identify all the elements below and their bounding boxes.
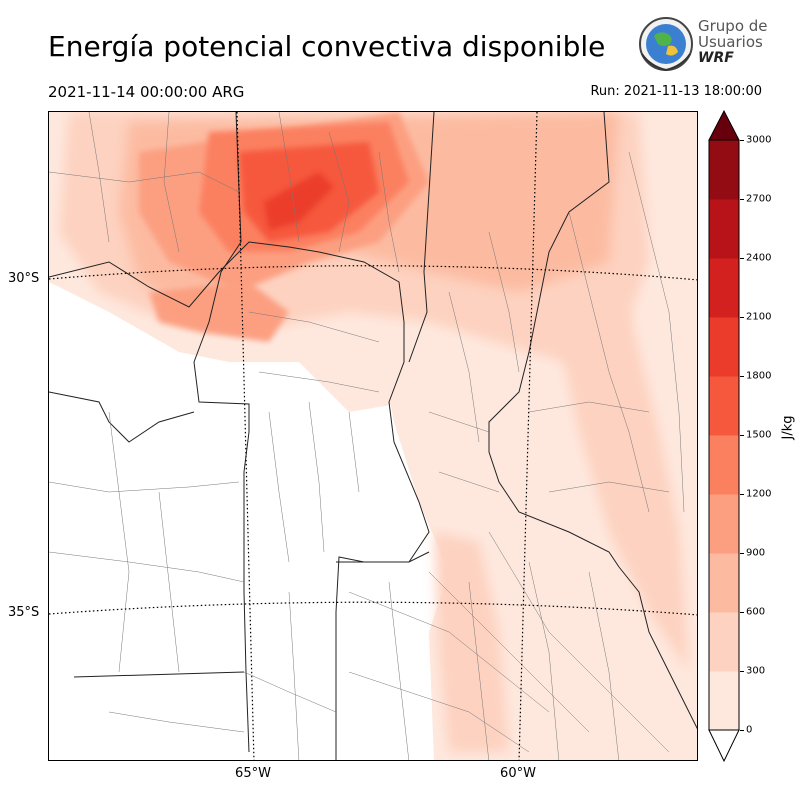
colorbar-tick-mark bbox=[740, 140, 744, 141]
colorbar-tick-mark bbox=[740, 730, 744, 731]
colorbar-band bbox=[709, 671, 739, 731]
cape-area-300-south bbox=[434, 532, 509, 752]
colorbar-band bbox=[709, 199, 739, 259]
province-boundary bbox=[488, 112, 620, 568]
map-title: Energía potencial convectiva disponible bbox=[48, 30, 606, 63]
lon-label-65w: 65°W bbox=[235, 766, 271, 781]
parallel-30s bbox=[49, 265, 697, 281]
department-boundaries bbox=[49, 112, 685, 760]
colorbar-unit-label: J/kg bbox=[780, 415, 796, 440]
colorbar-over-triangle bbox=[708, 110, 740, 141]
colorbar-band bbox=[709, 494, 739, 554]
colorbar-tick-mark bbox=[740, 494, 744, 495]
colorbar-tick-mark bbox=[740, 317, 744, 318]
colorbar-band bbox=[709, 376, 739, 436]
colorbar-tick-label: 900 bbox=[746, 547, 766, 559]
colorbar-tick-label: 3000 bbox=[746, 134, 772, 146]
river-coast bbox=[618, 566, 697, 730]
cape-shading bbox=[49, 112, 697, 760]
map-canvas bbox=[49, 112, 697, 760]
colorbar-tick-mark bbox=[740, 435, 744, 436]
run-time: Run: 2021-11-13 18:00:00 bbox=[590, 84, 762, 99]
colorbar-frame bbox=[708, 139, 740, 731]
colorbar-band bbox=[709, 317, 739, 377]
globe-icon bbox=[639, 17, 693, 72]
colorbar-band bbox=[709, 140, 739, 200]
logo-line-3: WRF bbox=[698, 50, 734, 66]
cape-area-patches bbox=[149, 282, 289, 342]
cape-area-300-east bbox=[549, 292, 689, 672]
logo-line-2: Usuarios bbox=[698, 33, 763, 51]
colorbar-band bbox=[709, 258, 739, 318]
cape-area-1800 bbox=[264, 172, 334, 230]
province-boundary bbox=[408, 112, 435, 363]
parallel-35s bbox=[49, 601, 697, 616]
colorbar-tick-label: 0 bbox=[746, 724, 753, 736]
meridian-60w bbox=[518, 112, 538, 760]
province-boundary bbox=[73, 671, 245, 678]
colorbar-tick-label: 600 bbox=[746, 606, 766, 618]
cape-map bbox=[48, 111, 698, 761]
colorbar-tick-label: 1200 bbox=[746, 488, 772, 500]
colorbar-tick-label: 1500 bbox=[746, 429, 772, 441]
province-boundary bbox=[49, 391, 195, 443]
colorbar-tick-label: 2700 bbox=[746, 193, 772, 205]
colorbar-band bbox=[709, 435, 739, 495]
colorbar-tick-mark bbox=[740, 612, 744, 613]
colorbar-tick-label: 2400 bbox=[746, 252, 772, 264]
colorbar bbox=[708, 110, 740, 762]
colorbar-tick-label: 300 bbox=[746, 665, 766, 677]
logo-line-1: Grupo de bbox=[698, 17, 768, 35]
colorbar-band bbox=[709, 612, 739, 672]
province-boundary bbox=[49, 261, 220, 308]
colorbar-tick-mark bbox=[740, 376, 744, 377]
lat-label-30s: 30°S bbox=[8, 271, 40, 286]
political-boundaries bbox=[49, 112, 697, 760]
province-boundary bbox=[336, 551, 430, 563]
logo-text: Grupo de Usuarios WRF bbox=[698, 18, 768, 66]
colorbar-tick-mark bbox=[740, 199, 744, 200]
valid-time: 2021-11-14 00:00:00 ARG bbox=[48, 83, 245, 101]
colorbar-tick-mark bbox=[740, 671, 744, 672]
wrf-users-group-logo: Grupo de Usuarios WRF bbox=[636, 14, 776, 76]
colorbar-band bbox=[709, 553, 739, 613]
meridian-65w bbox=[236, 112, 255, 760]
colorbar-tick-label: 1800 bbox=[746, 370, 772, 382]
colorbar-tick-label: 2100 bbox=[746, 311, 772, 323]
graticule bbox=[49, 112, 697, 760]
province-boundary bbox=[218, 241, 430, 760]
colorbar-tick-mark bbox=[740, 553, 744, 554]
lat-label-35s: 35°S bbox=[8, 605, 40, 620]
colorbar-tick-mark bbox=[740, 258, 744, 259]
lon-label-60w: 60°W bbox=[500, 766, 536, 781]
colorbar-under-triangle bbox=[708, 729, 740, 762]
